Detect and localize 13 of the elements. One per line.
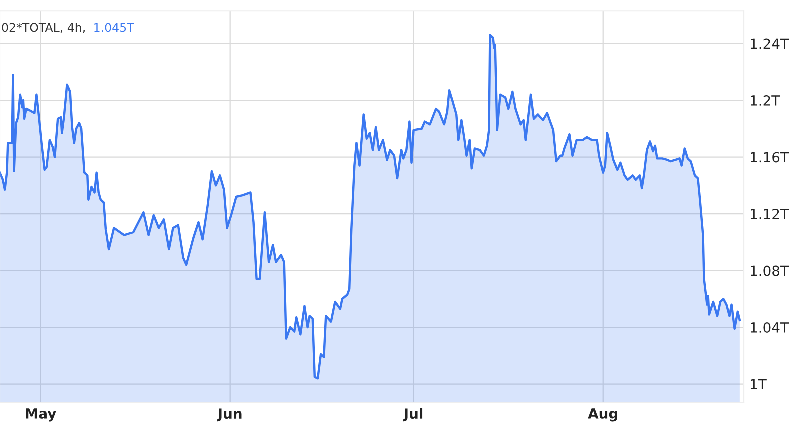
x-tick-label: Jun	[217, 408, 242, 422]
y-tick-label: 1.08T	[751, 266, 790, 276]
x-tick-label: Aug	[588, 408, 618, 422]
y-tick-label: 1.2T	[751, 95, 780, 106]
y-tick-label: 1.12T	[751, 208, 790, 220]
y-tick-label: 1.16T	[751, 152, 790, 163]
y-tick-label: 1.04T	[751, 322, 790, 333]
x-tick-label: Jul	[403, 408, 423, 422]
y-tick-label: 1T	[751, 379, 767, 390]
text: 02*TOTAL, 4h,	[2, 23, 85, 34]
annotation: 1.045T	[94, 23, 134, 32]
x-tick-label: May	[26, 408, 56, 422]
y-tick-label: 1.24T	[751, 38, 790, 50]
